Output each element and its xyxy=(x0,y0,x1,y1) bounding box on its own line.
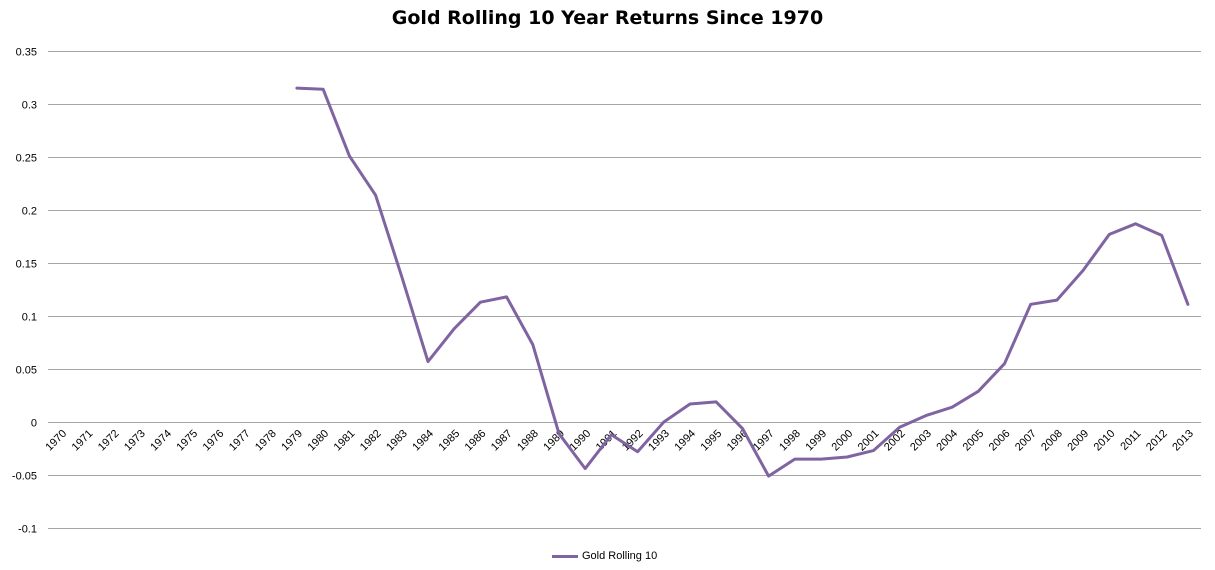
x-tick-label: 1995 xyxy=(699,428,725,454)
y-tick-label: -0.05 xyxy=(12,471,37,483)
x-tick-label: 1982 xyxy=(358,428,384,454)
x-tick-label: 1973 xyxy=(122,428,148,454)
y-tick-label: -0.1 xyxy=(18,524,37,536)
x-tick-label: 2008 xyxy=(1039,428,1065,454)
x-tick-label: 1981 xyxy=(332,428,358,454)
x-tick-label: 1994 xyxy=(672,428,698,454)
x-tick-label: 1984 xyxy=(410,428,436,454)
x-tick-label: 1975 xyxy=(174,428,200,454)
y-tick-label: 0.25 xyxy=(16,153,37,165)
x-tick-label: 2001 xyxy=(856,428,882,454)
x-tick-label: 1987 xyxy=(489,428,515,454)
x-tick-label: 2005 xyxy=(961,428,987,454)
x-tick-label: 1970 xyxy=(43,428,69,454)
series-line xyxy=(295,86,1190,478)
x-tick-label: 2009 xyxy=(1065,428,1091,454)
x-tick-label: 1974 xyxy=(148,428,174,454)
y-tick-label: 0.2 xyxy=(22,206,37,218)
x-tick-label: 1979 xyxy=(279,428,305,454)
x-tick-label: 1993 xyxy=(646,428,672,454)
x-tick-label: 1971 xyxy=(70,428,96,454)
x-tick-label: 2010 xyxy=(1092,428,1118,454)
x-tick-label: 1985 xyxy=(436,428,462,454)
x-tick-label: 2003 xyxy=(908,428,934,454)
x-tick-label: 2006 xyxy=(987,428,1013,454)
y-tick-label: 0.35 xyxy=(16,47,37,59)
x-tick-label: 1980 xyxy=(305,428,331,454)
x-tick-label: 2007 xyxy=(1013,428,1039,454)
x-tick-label: 1999 xyxy=(803,428,829,454)
legend-swatch xyxy=(552,554,578,558)
y-tick-label: 0.05 xyxy=(16,365,37,377)
y-tick-label: 0.15 xyxy=(16,259,37,271)
x-tick-label: 1972 xyxy=(96,428,122,454)
x-tick-label: 1986 xyxy=(463,428,489,454)
x-tick-label: 1996 xyxy=(725,428,751,454)
x-tick-label: 1988 xyxy=(515,428,541,454)
x-tick-label: 2012 xyxy=(1144,428,1170,454)
x-tick-label: 1998 xyxy=(777,428,803,454)
x-tick-label: 2013 xyxy=(1170,428,1196,454)
y-tick-label: 0 xyxy=(31,418,37,430)
x-tick-label: 1983 xyxy=(384,428,410,454)
legend-label: Gold Rolling 10 xyxy=(582,550,658,562)
chart-title: Gold Rolling 10 Year Returns Since 1970 xyxy=(391,7,824,29)
legend: Gold Rolling 10 xyxy=(552,548,657,564)
x-tick-label: 2000 xyxy=(830,428,856,454)
x-tick-label: 1978 xyxy=(253,428,279,454)
y-tick-label: 0.1 xyxy=(22,312,37,324)
y-tick-label: 0.3 xyxy=(22,100,37,112)
x-tick-label: 2011 xyxy=(1118,428,1143,453)
x-tick-label: 2004 xyxy=(934,428,960,454)
x-tick-label: 1977 xyxy=(227,428,253,454)
x-tick-label: 1976 xyxy=(201,428,227,454)
